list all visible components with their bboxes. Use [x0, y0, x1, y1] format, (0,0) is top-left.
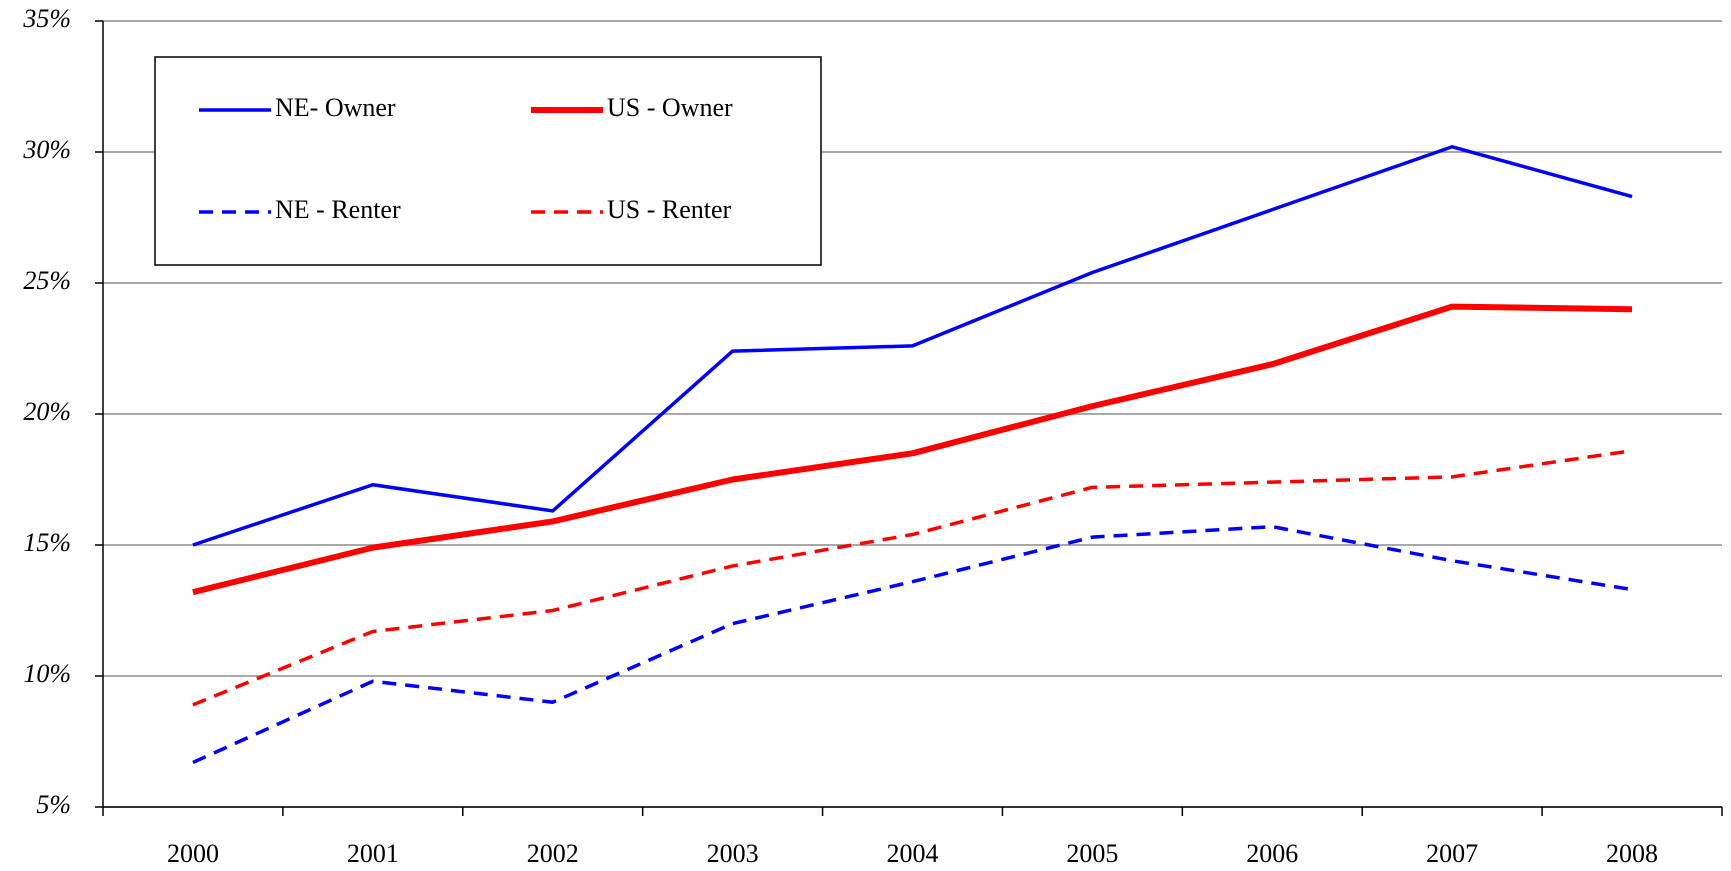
y-tick-label: 5% [36, 790, 71, 819]
x-tick-label: 2007 [1426, 839, 1478, 868]
x-tick-label: 2008 [1606, 839, 1658, 868]
x-tick-label: 2001 [347, 839, 399, 868]
y-tick-label: 10% [23, 659, 71, 688]
legend-label: US - Renter [607, 195, 732, 224]
line-series [192, 448, 1633, 707]
y-tick-label: 25% [23, 266, 71, 295]
x-tick-label: 2002 [527, 839, 579, 868]
x-tick-label: 2004 [887, 839, 939, 868]
legend: NE- Owner US - Owner NE - Renter US - Rente… [154, 56, 822, 266]
line-series [192, 145, 1633, 547]
y-tick-label: 35% [22, 4, 71, 33]
x-tick-label: 2000 [167, 839, 219, 868]
legend-box [154, 56, 822, 266]
legend-label: NE - Renter [275, 195, 401, 224]
x-tick-label: 2003 [707, 839, 759, 868]
x-tick-label: 2006 [1246, 839, 1298, 868]
line-series [192, 303, 1633, 596]
legend-label: US - Owner [607, 93, 733, 122]
y-tick-label: 15% [23, 528, 71, 557]
line-series [192, 524, 1633, 765]
y-tick-label: 20% [23, 397, 71, 426]
legend-label: NE- Owner [275, 93, 396, 122]
x-tick-label: 2005 [1066, 839, 1118, 868]
y-tick-label: 30% [22, 135, 71, 164]
